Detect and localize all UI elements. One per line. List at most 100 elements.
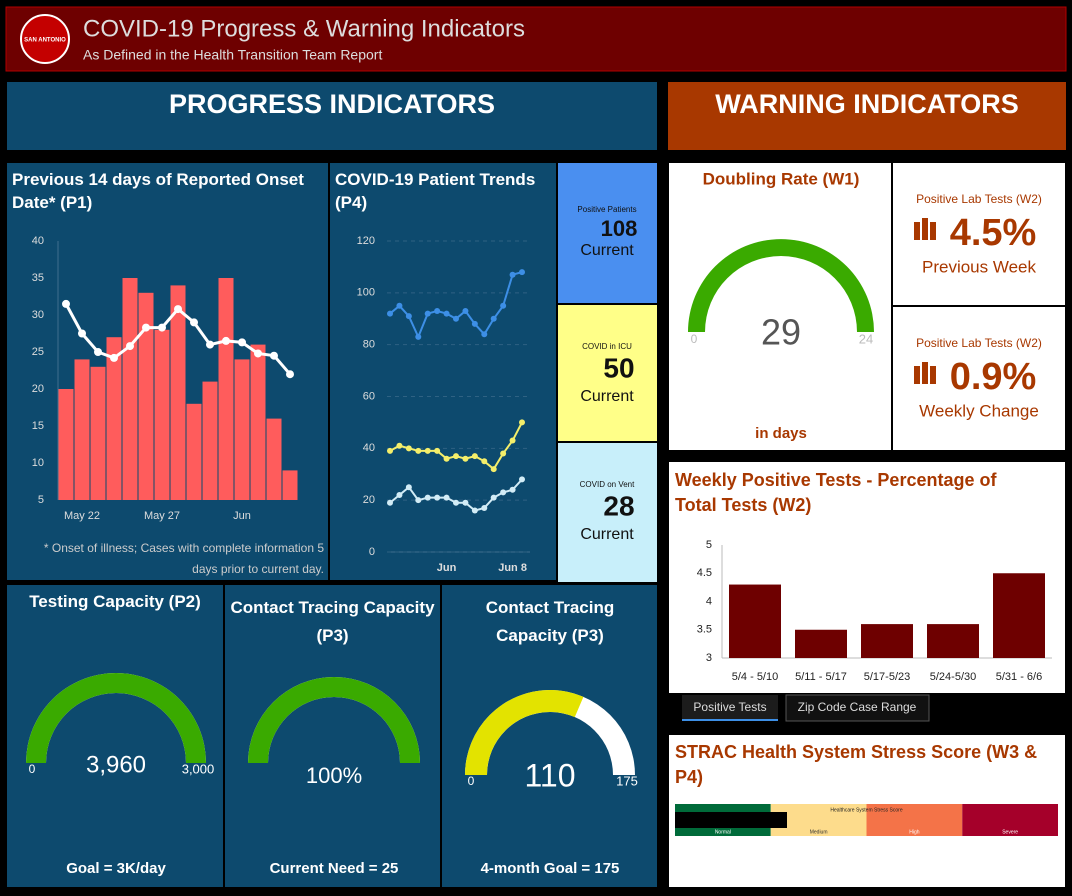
gauge-fill bbox=[465, 690, 584, 775]
gauge-footer: 4-month Goal = 175 bbox=[481, 860, 620, 877]
x-tick-label: Jun 8 bbox=[498, 562, 527, 574]
patient-tile bbox=[558, 443, 657, 582]
y-tick-label: 20 bbox=[363, 494, 375, 506]
x-tick-label: May 27 bbox=[144, 510, 180, 522]
y-tick-label: 100 bbox=[357, 287, 375, 299]
y-tick-label: 60 bbox=[363, 390, 375, 402]
point bbox=[190, 318, 198, 327]
gauge-max: 175 bbox=[616, 773, 638, 788]
point bbox=[396, 442, 403, 449]
gauge-fill bbox=[688, 239, 874, 332]
point bbox=[434, 307, 441, 314]
bar bbox=[58, 389, 74, 500]
point bbox=[424, 310, 431, 317]
tab[interactable] bbox=[682, 695, 778, 721]
bar bbox=[106, 337, 122, 500]
y-tick-label: 40 bbox=[32, 235, 44, 247]
tab-label[interactable]: Positive Tests bbox=[693, 700, 766, 714]
logo bbox=[20, 14, 70, 64]
point bbox=[142, 323, 150, 332]
bar bbox=[234, 359, 250, 500]
tile-label: Positive Patients bbox=[577, 205, 636, 214]
bar bbox=[795, 629, 847, 658]
point bbox=[462, 307, 469, 314]
point bbox=[443, 310, 450, 317]
tile-label: COVID on Vent bbox=[580, 480, 635, 489]
point bbox=[434, 447, 441, 454]
point bbox=[62, 299, 70, 308]
y-tick-label: 3.5 bbox=[697, 624, 712, 636]
stress-label: Medium bbox=[810, 829, 828, 835]
progress-header bbox=[7, 82, 657, 150]
tile-caption: Current bbox=[580, 242, 634, 259]
point bbox=[519, 476, 525, 483]
tile-caption: Current bbox=[580, 388, 634, 405]
point bbox=[490, 494, 497, 501]
patient-tile bbox=[558, 305, 657, 441]
point bbox=[94, 348, 102, 356]
patient-tile bbox=[558, 163, 657, 303]
x-tick-label: 5/24-5/30 bbox=[930, 671, 976, 683]
bar bbox=[861, 624, 913, 658]
point bbox=[415, 333, 422, 340]
tab[interactable] bbox=[785, 694, 930, 722]
warning-heading: WARNING INDICATORS bbox=[715, 89, 1019, 119]
y-tick-label: 35 bbox=[32, 272, 44, 284]
lab-label: Positive Lab Tests (W2) bbox=[916, 192, 1042, 206]
header-title: COVID-19 Progress & Warning Indicators bbox=[83, 15, 525, 42]
w2-chart-title: Weekly Positive Tests - Percentage of To… bbox=[675, 470, 997, 515]
stress-title: STRAC Health System Stress Score (W3 & P… bbox=[675, 742, 1038, 787]
bar bbox=[90, 366, 106, 500]
p1-title: Previous 14 days of Reported Onset Date*… bbox=[12, 170, 304, 212]
point bbox=[424, 447, 431, 454]
gauge-footer: Current Need = 25 bbox=[270, 860, 399, 877]
y-tick-label: 20 bbox=[32, 383, 44, 395]
stress-label: Normal bbox=[715, 829, 731, 835]
warning-header bbox=[668, 82, 1066, 150]
y-tick-label: 25 bbox=[32, 346, 44, 358]
p4-title: COVID-19 Patient Trends (P4) bbox=[335, 170, 536, 212]
tile-value: 28 bbox=[603, 490, 634, 521]
point bbox=[254, 349, 262, 358]
bar bbox=[202, 381, 218, 500]
gauge-fill bbox=[26, 673, 206, 763]
gauge-min: 0 bbox=[691, 332, 698, 346]
point bbox=[462, 499, 469, 506]
x-tick-label: 5/11 - 5/17 bbox=[795, 671, 847, 683]
y-tick-label: 4.5 bbox=[697, 567, 712, 579]
point bbox=[453, 499, 459, 506]
point bbox=[110, 353, 118, 362]
stress-level bbox=[866, 804, 963, 836]
tab-label[interactable]: Zip Code Case Range bbox=[798, 700, 917, 714]
header-subtitle: As Defined in the Health Transition Team… bbox=[83, 47, 382, 63]
tile-caption: Current bbox=[580, 526, 634, 543]
point bbox=[500, 302, 507, 309]
point bbox=[434, 494, 441, 501]
point bbox=[415, 447, 422, 454]
gauge-min: 0 bbox=[29, 762, 36, 776]
gauge-title: Contact Tracing Capacity (P3) bbox=[485, 598, 615, 645]
point bbox=[471, 507, 478, 514]
tile-value: 50 bbox=[603, 352, 634, 383]
bar bbox=[927, 624, 979, 658]
lab-caption: Previous Week bbox=[922, 257, 1037, 276]
lab-caption: Weekly Change bbox=[919, 401, 1039, 420]
point bbox=[405, 445, 412, 452]
point bbox=[519, 419, 525, 426]
w1-caption: in days bbox=[755, 425, 807, 442]
x-tick-label: 5/17-5/23 bbox=[864, 671, 910, 683]
bar bbox=[122, 278, 138, 500]
bar bbox=[218, 278, 234, 500]
point bbox=[462, 455, 469, 462]
x-tick-label: Jun bbox=[233, 510, 251, 522]
bar bbox=[729, 584, 781, 658]
logo-text: SAN ANTONIO bbox=[24, 38, 66, 44]
point bbox=[453, 453, 459, 460]
w2-tile bbox=[893, 307, 1065, 450]
lab-value: 0.9% bbox=[950, 356, 1037, 398]
progress-heading: PROGRESS INDICATORS bbox=[169, 89, 495, 119]
point bbox=[509, 437, 516, 444]
stress-level bbox=[962, 804, 1058, 836]
point bbox=[481, 504, 488, 511]
